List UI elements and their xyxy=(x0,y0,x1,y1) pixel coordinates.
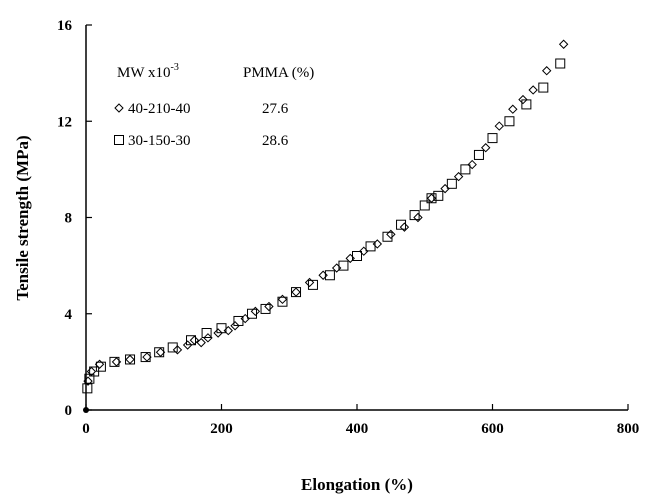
square-data-point xyxy=(446,178,457,189)
diamond-data-point xyxy=(541,66,552,76)
legend-entry-1-label: 40-210-40 xyxy=(128,101,191,117)
diamond-data-point xyxy=(518,94,528,105)
square-data-point xyxy=(233,315,244,326)
diamond-data-point xyxy=(528,85,538,95)
diamond-data-point xyxy=(372,239,383,249)
y-tick-label: 12 xyxy=(57,114,72,130)
x-tick-label: 400 xyxy=(346,421,369,437)
square-data-point xyxy=(409,210,420,221)
square-data-point xyxy=(426,193,437,204)
legend-entry-2-label: 30-150-30 xyxy=(128,133,191,149)
diamond-data-point xyxy=(558,39,569,49)
square-data-point xyxy=(95,361,106,372)
x-tick-label: 800 xyxy=(617,421,640,437)
legend-entry-1-value: 27.6 xyxy=(262,101,289,117)
diamond-data-point xyxy=(250,306,261,317)
diamond-data-point xyxy=(264,301,274,312)
square-data-point xyxy=(140,352,151,363)
square-data-point xyxy=(504,116,515,127)
square-data-point xyxy=(419,200,430,211)
square-data-point xyxy=(473,149,484,160)
diamond-data-point xyxy=(172,345,183,355)
series-30-150-30 xyxy=(82,58,566,394)
diamond-data-point xyxy=(230,321,240,331)
diamond-data-point xyxy=(508,104,518,114)
legend-header-mw-exponent: -3 xyxy=(170,62,178,73)
square-data-point xyxy=(216,323,227,334)
diamond-data-point xyxy=(196,337,206,348)
square-data-point xyxy=(460,164,471,175)
x-tick-label: 0 xyxy=(82,421,90,437)
square-data-point xyxy=(538,82,549,93)
square-data-point xyxy=(246,308,257,319)
square-data-point xyxy=(201,328,212,338)
legend-markers xyxy=(114,103,124,145)
legend-diamond-marker xyxy=(114,103,124,113)
legend-entry-2-value: 28.6 xyxy=(262,133,289,149)
square-data-point xyxy=(277,296,288,307)
diamond-data-point xyxy=(467,159,477,170)
square-data-point xyxy=(365,241,376,252)
y-tick-label: 4 xyxy=(65,307,73,323)
diamond-data-point xyxy=(318,270,328,280)
y-tick-label: 0 xyxy=(65,403,73,419)
diamond-data-point xyxy=(125,354,135,365)
diamond-data-point xyxy=(413,212,423,223)
square-data-point xyxy=(125,354,136,365)
diamond-data-point xyxy=(386,229,396,240)
square-data-point xyxy=(338,260,349,271)
square-data-point xyxy=(487,133,498,144)
square-data-point xyxy=(324,270,335,281)
tick-labels-layer: 0 200 400 600 800 0 4 8 12 16 xyxy=(57,18,639,437)
x-tick-label: 600 xyxy=(481,421,504,437)
legend-header-mw: MW x10-3 xyxy=(117,62,179,81)
series-layer xyxy=(82,39,569,413)
legend-header-pmma: PMMA (%) xyxy=(243,65,314,81)
diamond-data-point xyxy=(291,287,301,297)
diamond-data-point xyxy=(399,222,410,232)
diamond-data-point xyxy=(494,121,504,131)
square-data-point xyxy=(382,231,393,242)
diamond-data-point xyxy=(213,328,223,338)
square-data-point xyxy=(167,342,178,353)
diamond-data-point xyxy=(277,294,288,305)
diamond-data-point xyxy=(304,277,315,288)
y-tick-label: 8 xyxy=(65,211,73,227)
square-data-point xyxy=(396,219,407,230)
diamond-data-point xyxy=(453,171,464,182)
x-tick-label: 200 xyxy=(210,421,233,437)
square-data-point xyxy=(154,347,165,358)
diamond-data-point xyxy=(481,143,491,153)
legend-square-marker xyxy=(114,135,124,145)
y-tick-label: 16 xyxy=(57,18,73,34)
square-data-point xyxy=(555,58,566,69)
x-axis-title: Elongation (%) xyxy=(301,475,413,494)
square-data-point xyxy=(186,335,197,346)
square-data-point xyxy=(291,287,302,298)
data-point-origin xyxy=(83,407,89,413)
diamond-data-point xyxy=(182,340,193,350)
square-data-point xyxy=(260,303,271,314)
square-data-point xyxy=(352,251,362,261)
square-data-point xyxy=(109,356,120,367)
y-axis-title: Tensile strength (MPa) xyxy=(13,135,32,300)
square-data-point xyxy=(307,279,318,290)
diamond-data-point xyxy=(223,325,233,336)
square-data-point xyxy=(433,190,444,201)
square-data-point xyxy=(521,99,532,110)
square-data-point xyxy=(82,383,93,394)
legend: MW x10-3 PMMA (%) 40-210-40 27.6 30-150-… xyxy=(114,62,314,149)
